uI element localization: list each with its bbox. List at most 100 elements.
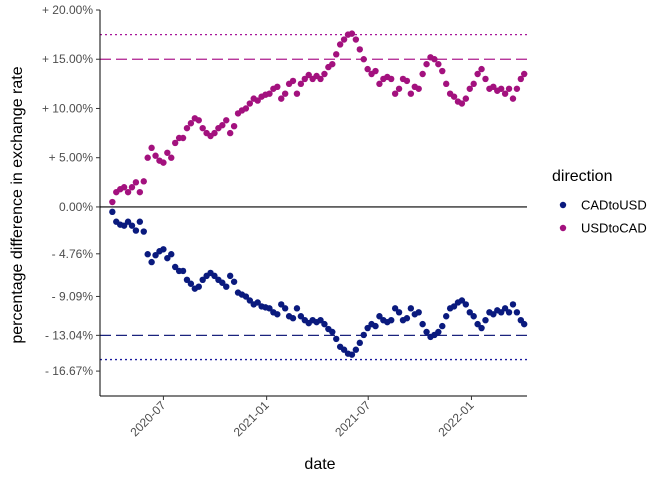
point-usdtocad-102 — [509, 95, 517, 102]
point-usdtocad-56 — [329, 60, 336, 68]
point-usdtocad-11 — [152, 152, 159, 159]
point-cadtousd-15 — [168, 251, 175, 258]
y-tick-label-8: - 16.67% — [45, 364, 93, 378]
legend-key-cadtousd — [559, 201, 567, 209]
point-cadtousd-26 — [211, 272, 218, 280]
point-usdtocad-15 — [168, 154, 175, 161]
point-usdtocad-104 — [517, 75, 525, 83]
point-cadtousd-56 — [329, 328, 336, 336]
point-usdtocad-91 — [466, 85, 473, 92]
point-cadtousd-11 — [152, 251, 159, 259]
y-axis-ticks: + 20.00% + 15.00% + 10.00% + 5.00% 0.00% - 4.… — [42, 3, 100, 378]
point-usdtocad-18 — [179, 134, 187, 142]
point-cadtousd-80 — [423, 328, 430, 336]
point-usdtocad-54 — [321, 70, 328, 78]
point-usdtocad-7 — [136, 188, 144, 196]
point-usdtocad-93 — [474, 70, 481, 78]
point-cadtousd-93 — [474, 320, 481, 328]
point-usdtocad-82 — [431, 56, 438, 63]
point-cadtousd-100 — [501, 305, 509, 312]
point-usdtocad-95 — [482, 75, 489, 83]
point-usdtocad-57 — [333, 51, 340, 58]
point-usdtocad-105 — [520, 70, 528, 78]
legend-key-usdtocad — [559, 224, 567, 232]
point-cadtousd-54 — [321, 320, 328, 328]
point-usdtocad-48 — [297, 80, 305, 88]
point-cadtousd-44 — [281, 305, 289, 312]
point-usdtocad-72 — [391, 90, 399, 97]
x-axis-ticks: 2020-07 2021-01 2021-07 2022-01 — [127, 396, 477, 439]
point-usdtocad-83 — [435, 60, 442, 68]
point-cadtousd-76 — [407, 305, 415, 312]
point-cadtousd-57 — [333, 335, 340, 343]
point-usdtocad-0 — [109, 198, 116, 206]
point-usdtocad-63 — [356, 46, 363, 53]
point-cadtousd-65 — [364, 324, 371, 332]
point-usdtocad-10 — [148, 144, 155, 152]
point-cadtousd-87 — [450, 303, 458, 310]
point-usdtocad-42 — [274, 83, 281, 91]
point-usdtocad-49 — [301, 75, 309, 83]
x-tick-label-0: 2020-07 — [127, 398, 168, 439]
point-cadtousd-90 — [462, 301, 470, 308]
point-usdtocad-75 — [403, 77, 411, 85]
y-tick-label-5: - 4.76% — [52, 247, 94, 261]
point-cadtousd-28 — [219, 279, 226, 286]
x-axis-title: date — [304, 456, 335, 473]
point-cadtousd-7 — [136, 218, 144, 225]
point-usdtocad-65 — [364, 65, 371, 73]
legend-label-cadtousd: CADtoUSD — [581, 198, 647, 213]
point-cadtousd-35 — [246, 297, 254, 304]
point-cadtousd-89 — [458, 297, 466, 304]
point-usdtocad-44 — [281, 90, 289, 97]
point-cadtousd-6 — [132, 227, 140, 234]
point-usdtocad-73 — [395, 85, 403, 92]
point-cadtousd-99 — [497, 309, 505, 316]
point-cadtousd-31 — [230, 278, 238, 285]
point-cadtousd-64 — [360, 331, 367, 339]
point-cadtousd-40 — [266, 305, 273, 312]
point-cadtousd-19 — [183, 276, 191, 284]
point-usdtocad-8 — [140, 178, 147, 185]
point-usdtocad-100 — [501, 90, 509, 97]
point-cadtousd-61 — [348, 351, 356, 358]
y-tick-label-2: + 10.00% — [42, 101, 93, 115]
point-cadtousd-47 — [293, 305, 301, 312]
point-usdtocad-89 — [458, 100, 466, 107]
point-usdtocad-71 — [388, 75, 395, 83]
point-usdtocad-68 — [376, 80, 383, 88]
point-usdtocad-40 — [266, 90, 273, 97]
point-cadtousd-0 — [109, 208, 116, 216]
point-cadtousd-62 — [352, 346, 360, 353]
point-cadtousd-105 — [520, 320, 528, 328]
point-cadtousd-3 — [120, 222, 128, 229]
point-usdtocad-6 — [132, 179, 140, 186]
point-usdtocad-59 — [340, 36, 348, 43]
point-usdtocad-99 — [497, 85, 505, 92]
point-cadtousd-16 — [171, 263, 179, 271]
legend-title: direction — [552, 168, 612, 185]
point-cadtousd-91 — [466, 309, 473, 316]
point-cadtousd-92 — [470, 313, 477, 320]
point-usdtocad-37 — [254, 97, 261, 104]
point-cadtousd-14 — [164, 254, 171, 262]
series-cadtousd — [109, 208, 528, 358]
point-usdtocad-92 — [470, 80, 477, 88]
x-tick-label-1: 2021-01 — [231, 398, 272, 439]
point-cadtousd-85 — [443, 313, 450, 320]
point-usdtocad-30 — [226, 129, 234, 137]
y-tick-label-6: - 9.09% — [52, 289, 94, 303]
point-usdtocad-46 — [289, 77, 297, 85]
point-cadtousd-63 — [356, 339, 363, 347]
point-usdtocad-97 — [490, 83, 497, 91]
point-usdtocad-5 — [128, 184, 136, 191]
point-cadtousd-97 — [490, 311, 497, 318]
point-usdtocad-9 — [144, 154, 151, 161]
data-points — [109, 30, 528, 358]
point-usdtocad-31 — [230, 122, 238, 130]
y-tick-label-4: 0.00% — [59, 200, 93, 214]
point-usdtocad-67 — [372, 67, 379, 75]
y-tick-label-0: + 20.00% — [42, 3, 93, 17]
point-cadtousd-103 — [513, 309, 521, 316]
